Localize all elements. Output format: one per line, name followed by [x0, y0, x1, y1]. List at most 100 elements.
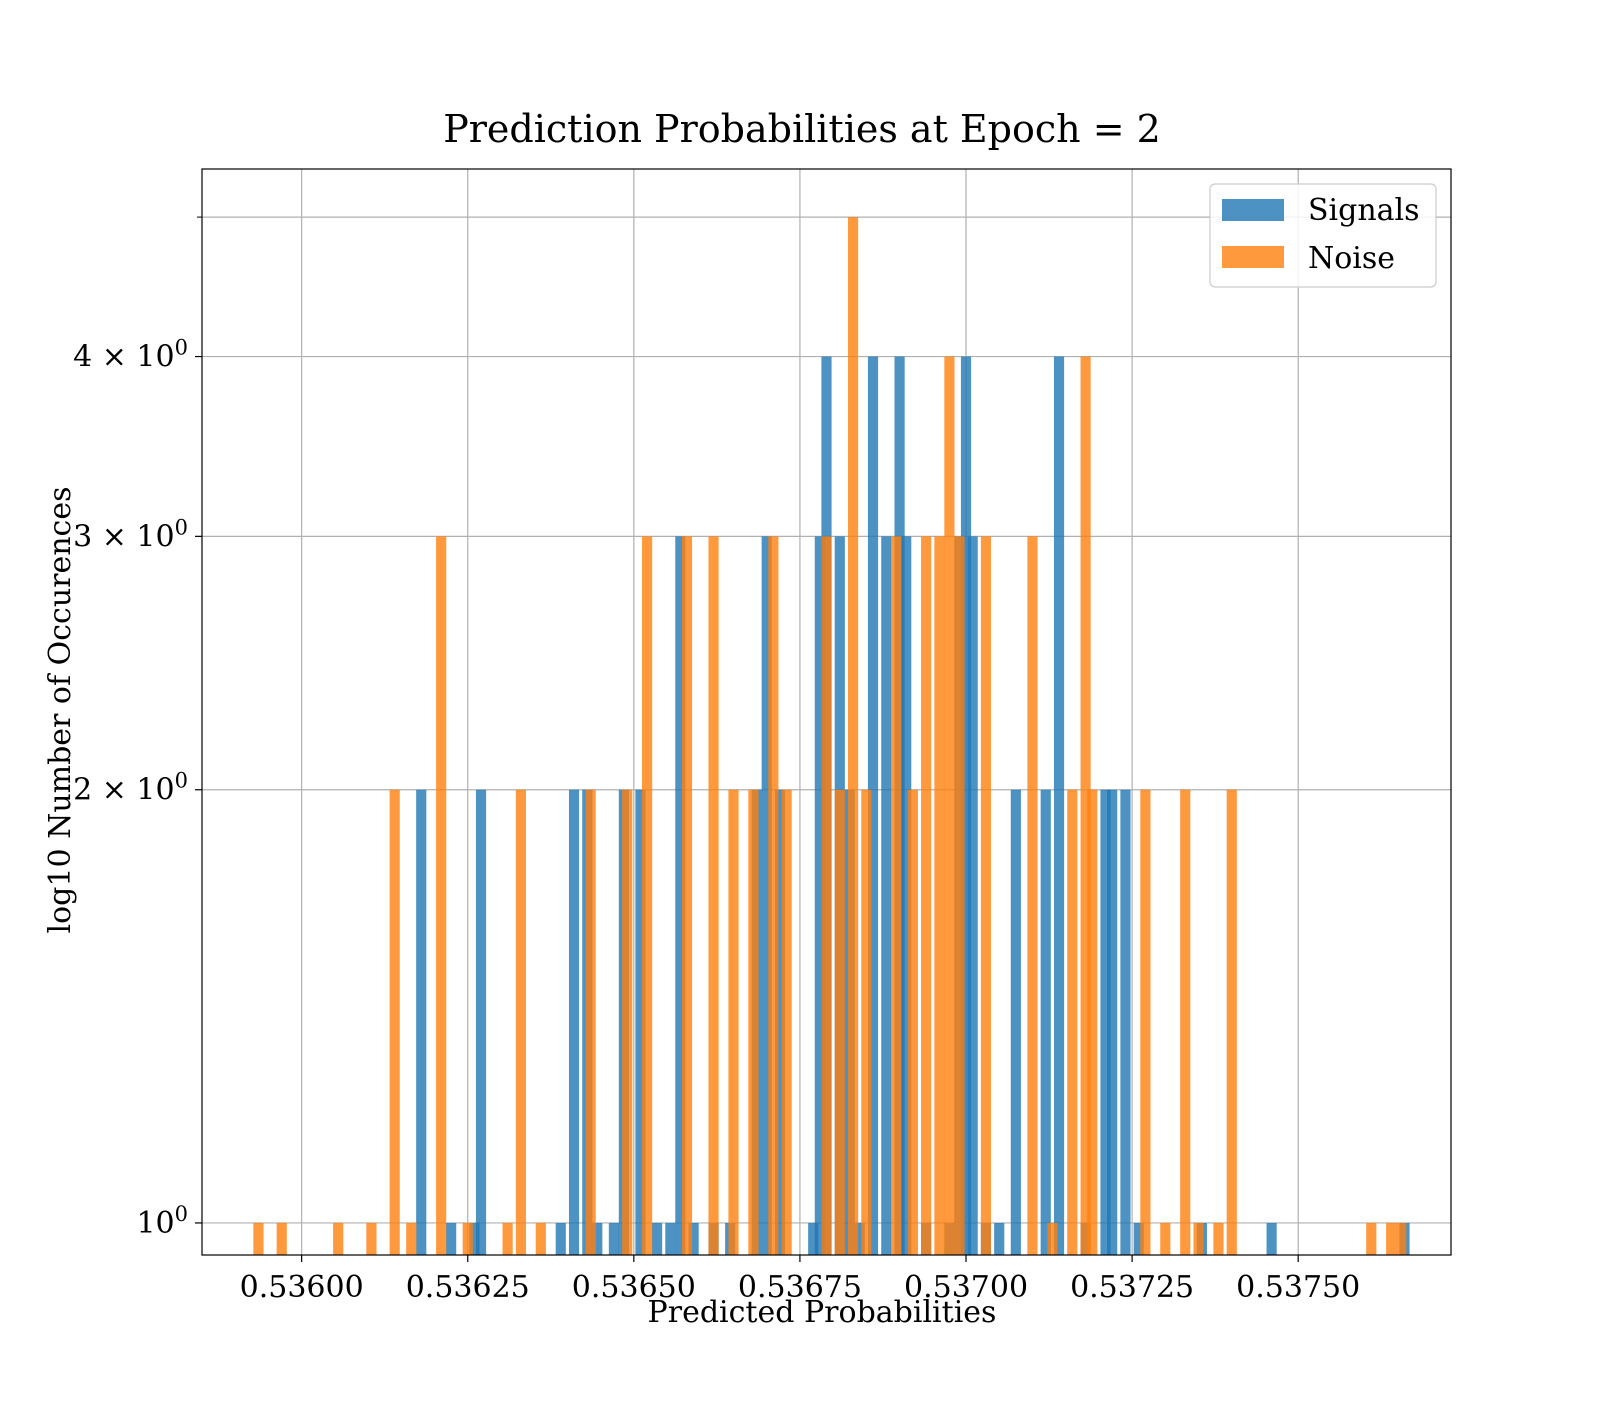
bar-signals — [867, 356, 879, 1255]
x-tick-label: 0.53675 — [738, 1270, 862, 1305]
bar-noise — [907, 789, 918, 1255]
bar-noise — [1213, 1222, 1224, 1255]
x-tick-label: 0.53700 — [904, 1270, 1028, 1305]
bar-noise — [1366, 1222, 1377, 1255]
x-tick-label: 0.53650 — [572, 1270, 696, 1305]
bar-noise — [1193, 1222, 1204, 1255]
chart-title: Prediction Probabilities at Epoch = 2 — [443, 107, 1161, 151]
legend-swatch-signals — [1222, 199, 1284, 221]
bar-noise — [781, 789, 792, 1255]
bar-noise — [768, 536, 779, 1255]
bar-signals — [555, 1222, 566, 1255]
bar-noise — [748, 789, 759, 1255]
bar-noise — [954, 536, 965, 1255]
bar-signals — [761, 536, 772, 1255]
bar-noise — [535, 1222, 546, 1255]
bar-noise — [1087, 789, 1098, 1255]
bar-signals — [446, 1222, 457, 1255]
bar-signals — [469, 1222, 480, 1255]
bar-signals — [665, 1222, 676, 1255]
bar-signals — [1010, 789, 1021, 1255]
bar-signals — [1120, 789, 1131, 1255]
bar-noise — [333, 1222, 344, 1255]
legend: Signals Noise — [1209, 183, 1437, 288]
bar-signals — [1107, 789, 1118, 1255]
bar-noise — [834, 789, 845, 1255]
y-tick-label: 100 — [136, 1202, 188, 1241]
bar-noise — [861, 789, 872, 1255]
bar-noise — [944, 356, 955, 1255]
bar-noise — [366, 1222, 377, 1255]
bar-signals — [1053, 356, 1065, 1255]
bar-noise — [462, 1222, 473, 1255]
bar-signals — [608, 1222, 619, 1255]
legend-label-noise: Noise — [1308, 241, 1395, 276]
bar-noise — [1140, 789, 1151, 1255]
bar-signals — [854, 1222, 865, 1255]
x-tick-label: 0.53600 — [240, 1270, 364, 1305]
bar-signals — [1100, 789, 1111, 1255]
bar-signals — [568, 789, 580, 1255]
bar-noise — [728, 789, 739, 1255]
bar-noise — [891, 536, 902, 1255]
bar-noise — [1067, 789, 1078, 1255]
bar-noise — [1396, 1222, 1407, 1255]
bar-noise — [1047, 1222, 1058, 1255]
bar-signals — [1133, 1222, 1144, 1255]
y-tick-label: 2 × 100 — [73, 769, 188, 808]
legend-label-signals: Signals — [1308, 193, 1420, 228]
bar-noise — [515, 789, 526, 1255]
bar-noise — [585, 789, 596, 1255]
bar-noise — [934, 536, 945, 1255]
series-noise — [253, 217, 1407, 1255]
bar-noise — [980, 536, 992, 1255]
bar-noise — [681, 536, 693, 1255]
y-tick-label: 4 × 100 — [73, 336, 188, 375]
x-tick-label: 0.53750 — [1236, 1270, 1360, 1305]
bar-noise — [622, 789, 633, 1255]
bar-noise — [1027, 536, 1038, 1255]
legend-swatch-noise — [1222, 246, 1284, 268]
bar-noise — [708, 536, 719, 1255]
bar-noise — [847, 217, 859, 1255]
bar-noise — [406, 1222, 417, 1255]
bar-signals — [967, 536, 978, 1255]
bar-signals — [1266, 1222, 1277, 1255]
bar-signals — [960, 356, 972, 1255]
bar-signals — [814, 536, 825, 1255]
bar-signals — [774, 789, 786, 1255]
bar-signals — [1040, 789, 1051, 1255]
plot-frame — [201, 168, 1452, 1256]
bar-signals — [688, 1222, 699, 1255]
bar-signals — [994, 1222, 1005, 1255]
bar-noise — [1180, 789, 1191, 1255]
bar-noise — [389, 789, 400, 1255]
bar-signals — [635, 789, 646, 1255]
bar-signals — [416, 789, 427, 1255]
x-tick-label: 0.53625 — [406, 1270, 530, 1305]
bar-signals — [475, 789, 487, 1255]
bars-layer — [253, 217, 1410, 1255]
bar-noise — [1080, 356, 1091, 1255]
bar-signals — [901, 536, 912, 1255]
x-tick-label: 0.53725 — [1070, 1270, 1194, 1305]
bar-signals — [881, 536, 892, 1255]
bar-signals — [675, 536, 686, 1255]
bar-noise — [821, 536, 832, 1255]
bar-noise — [502, 1222, 513, 1255]
bar-noise — [1386, 1222, 1397, 1255]
bar-noise — [1226, 789, 1237, 1255]
axis-ticks: 0.53600 0.53625 0.53650 0.53675 0.53700 0.537… — [73, 216, 1360, 1305]
y-axis-label: log10 Number of Occurences — [43, 486, 78, 933]
bar-noise — [921, 536, 932, 1255]
bar-noise — [276, 1222, 287, 1255]
bar-noise — [436, 536, 447, 1255]
bar-signals — [592, 1222, 603, 1255]
bar-noise — [253, 1222, 264, 1255]
bar-signals — [808, 1222, 819, 1255]
bar-noise — [1160, 1222, 1171, 1255]
y-tick-label: 3 × 100 — [73, 515, 188, 554]
x-axis-label: Predicted Probabilities — [648, 1295, 997, 1330]
